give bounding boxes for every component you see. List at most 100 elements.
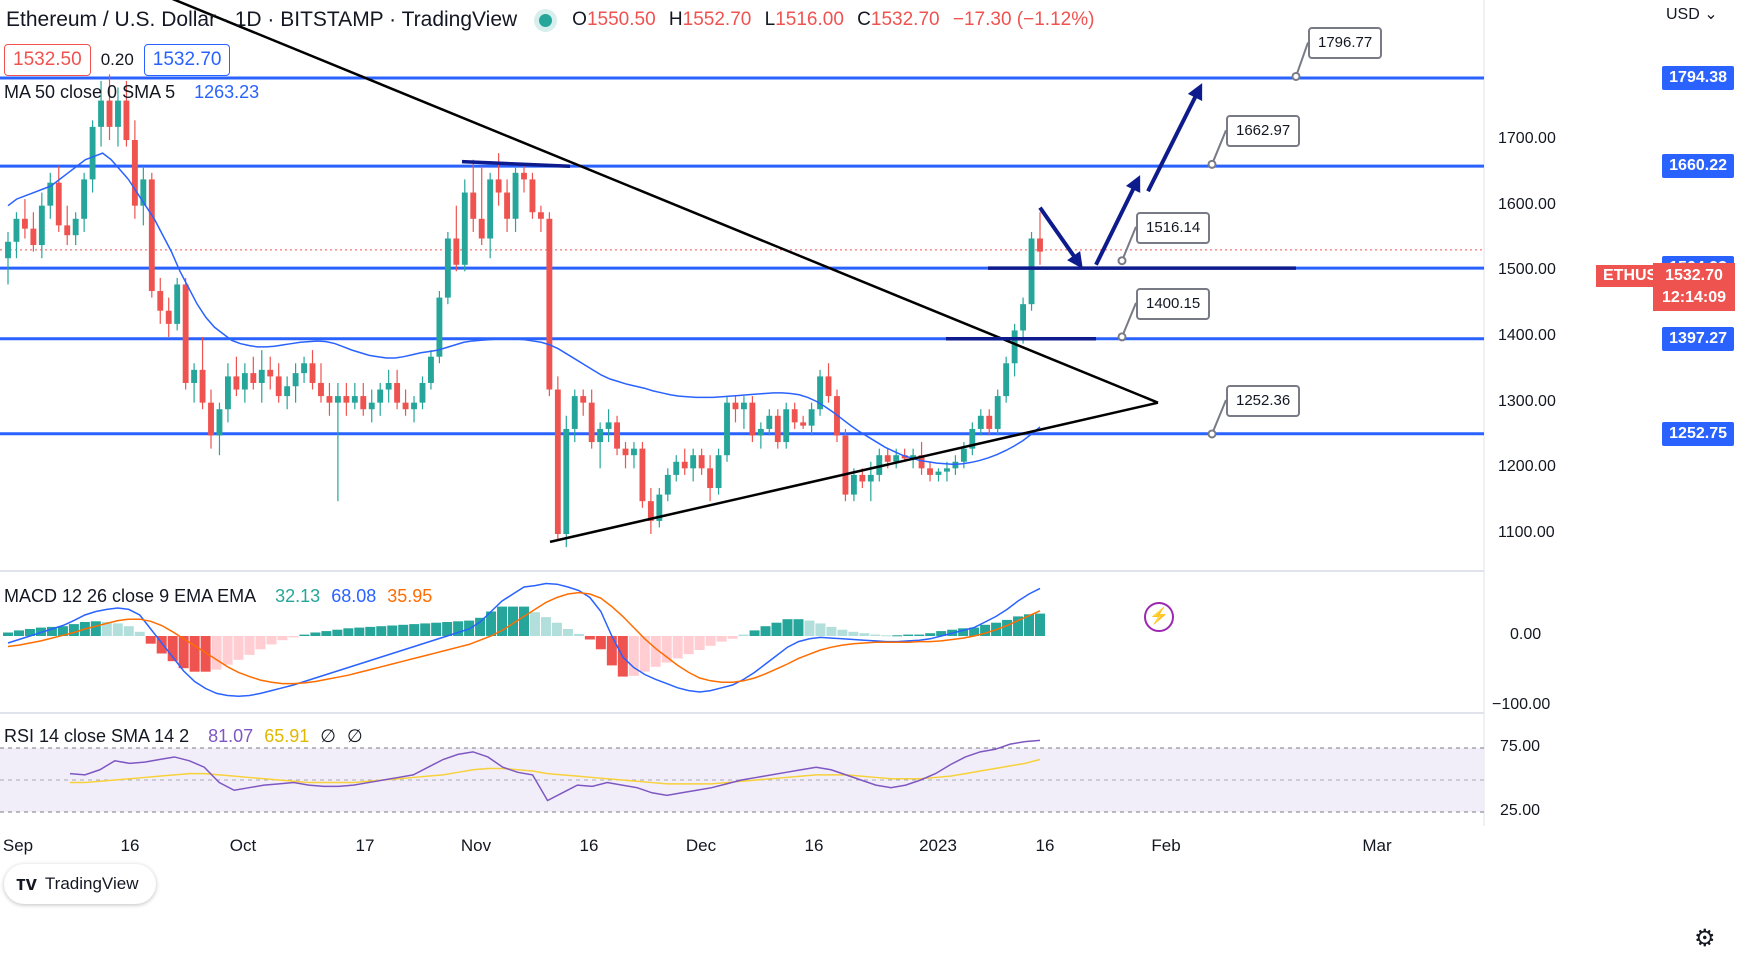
macd-histogram-bar	[815, 623, 826, 636]
candle-body	[631, 448, 637, 456]
candle-body	[5, 241, 11, 259]
price-axis-tick: 1100.00	[1498, 524, 1555, 541]
macd-legend[interactable]: MACD 12 26 close 9 EMA EMA 32.13 68.08 3…	[4, 586, 438, 607]
candle-body	[571, 396, 578, 429]
change-value: −17.30 (−1.12%)	[952, 9, 1095, 30]
macd-histogram-bar	[442, 622, 453, 636]
candle-body	[766, 415, 773, 429]
macd-histogram-bar	[123, 626, 134, 636]
candle-body	[191, 369, 198, 383]
candle-body	[148, 179, 155, 292]
tv-logo-icon: ᴛᴠ	[16, 872, 37, 895]
candle-body	[580, 396, 587, 403]
price-callout[interactable]: 1662.97	[1226, 115, 1301, 148]
level-price-label: 1397.27	[1662, 326, 1734, 351]
candle-body	[326, 396, 333, 403]
candle-body	[394, 382, 401, 403]
candle-body	[1037, 238, 1043, 252]
candle-body	[512, 172, 519, 219]
time-axis-tick: 16	[120, 836, 140, 855]
macd-histogram-bar	[299, 634, 310, 636]
candle-body	[740, 402, 747, 410]
resistance-mark	[461, 159, 571, 169]
price-callout[interactable]: 1252.36	[1226, 384, 1301, 417]
currency-selector[interactable]: USD ⌄	[1666, 4, 1718, 24]
currency-label: USD	[1666, 6, 1700, 23]
macd-histogram-bar	[486, 611, 497, 636]
macd-histogram-bar	[1013, 616, 1024, 636]
open-value: 1550.50	[586, 9, 656, 30]
candle-body	[817, 376, 824, 410]
macd-signal-line	[7, 591, 1041, 685]
macd-histogram-bar	[101, 622, 112, 636]
candle-body	[250, 373, 257, 383]
candle-body	[960, 448, 967, 462]
current-price-label: 1532.70 12:14:09	[1653, 263, 1735, 311]
candle-body	[867, 474, 874, 482]
macd-histogram-bar	[760, 626, 771, 636]
macd-histogram-bar	[508, 606, 519, 636]
candle-body	[495, 179, 502, 193]
level-price-label: 1252.75	[1662, 421, 1734, 446]
candle-body	[402, 402, 409, 410]
projection-arrow	[1146, 83, 1203, 193]
price-axis-tick: 1600.00	[1498, 195, 1556, 213]
price-callout[interactable]: 1796.77	[1308, 27, 1383, 60]
rsi-legend[interactable]: RSI 14 close SMA 14 2 81.07 65.91 ∅ ∅	[4, 726, 369, 747]
macd-histogram-bar	[749, 630, 760, 636]
candle-body	[825, 376, 832, 397]
callout-anchor	[1207, 159, 1217, 169]
symbol-title[interactable]: Ethereum / U.S. Dollar · 1D · BITSTAMP ·…	[6, 8, 518, 31]
candle-body	[81, 179, 88, 219]
macd-histogram-bar	[200, 636, 211, 672]
tradingview-logo[interactable]: ᴛᴠ TradingView	[4, 864, 156, 904]
candle-body	[165, 310, 172, 324]
macd-histogram-bar	[310, 632, 321, 636]
macd-histogram-bar	[1035, 613, 1045, 636]
macd-histogram-bar	[211, 636, 222, 670]
rsi-legend-label: RSI 14 close SMA 14 2	[4, 726, 190, 746]
candle-body	[419, 382, 426, 403]
macd-histogram-bar	[497, 606, 508, 636]
candle-body	[977, 415, 984, 429]
macd-histogram-bar	[321, 631, 332, 636]
macd-histogram-bar	[595, 636, 606, 650]
candle-body	[301, 363, 308, 374]
price-callout[interactable]: 1516.14	[1136, 211, 1211, 244]
buy-price-button[interactable]: 1532.70	[143, 44, 231, 76]
macd-histogram-bar	[1024, 614, 1035, 636]
candle-body	[368, 402, 375, 410]
candle-body	[664, 474, 671, 495]
candle-body	[233, 376, 240, 390]
price-callout[interactable]: 1400.15	[1136, 287, 1211, 320]
gear-icon[interactable]: ⚙	[1694, 925, 1716, 952]
time-axis-tick: 16	[804, 836, 824, 855]
callout-anchor	[1291, 71, 1301, 81]
moving-average-line	[7, 152, 1041, 466]
candle-body	[377, 389, 384, 403]
candle-body	[537, 212, 544, 219]
macd-histogram-bar	[387, 625, 398, 636]
ma-legend[interactable]: MA 50 close 0 SMA 5 1263.23	[4, 82, 265, 103]
candle-body	[241, 373, 248, 390]
candle-body	[927, 468, 933, 475]
candle-body	[224, 376, 231, 410]
ma-legend-value: 1263.23	[194, 82, 260, 102]
lightning-icon[interactable]: ⚡	[1144, 602, 1174, 632]
sell-price-button[interactable]: 1532.50	[4, 44, 91, 76]
macd-histogram-bar	[859, 633, 870, 636]
candle-body	[89, 126, 96, 180]
candle-body	[690, 455, 697, 469]
callout-anchor	[1117, 332, 1127, 342]
candle-body	[174, 284, 181, 324]
candle-body	[588, 402, 595, 443]
candle-body	[783, 409, 790, 443]
callout-leader	[1121, 226, 1137, 262]
candle-body	[140, 179, 147, 206]
candle-body	[21, 218, 28, 229]
macd-histogram-bar	[694, 636, 705, 650]
candle-body	[309, 363, 316, 383]
macd-histogram-bar	[683, 636, 694, 655]
macd-histogram-bar	[738, 634, 749, 636]
